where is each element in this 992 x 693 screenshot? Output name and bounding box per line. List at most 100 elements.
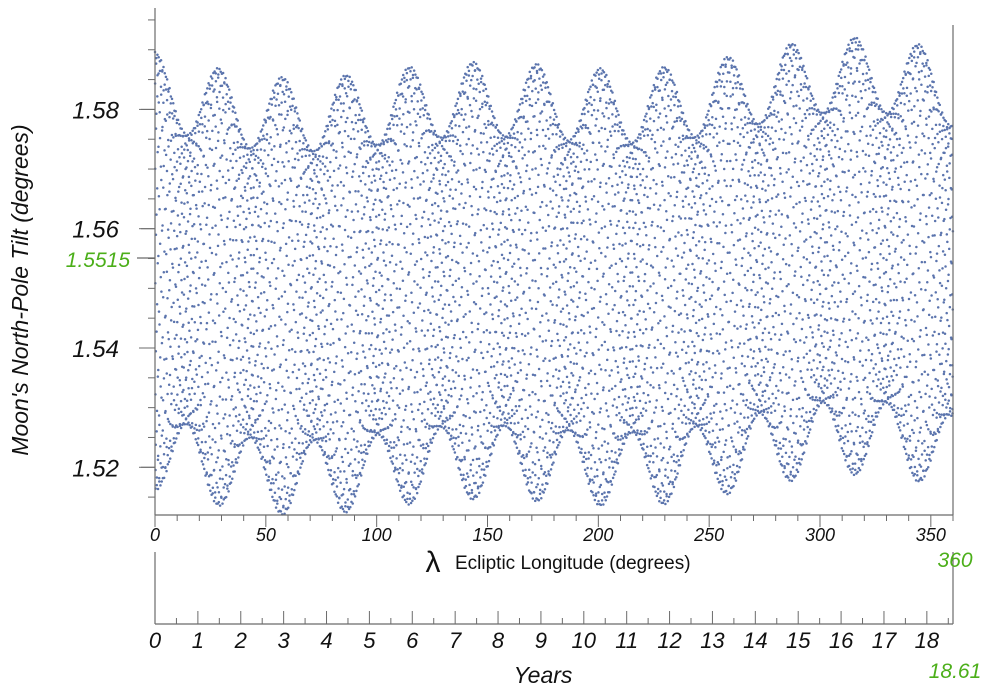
scatter-point — [615, 413, 618, 417]
scatter-point — [457, 435, 460, 439]
scatter-point — [361, 458, 364, 462]
scatter-point — [392, 440, 396, 444]
scatter-point — [421, 319, 424, 322]
scatter-point — [356, 485, 359, 488]
scatter-point — [372, 437, 375, 440]
scatter-point — [300, 155, 304, 158]
scatter-point — [267, 225, 271, 228]
scatter-point — [595, 158, 599, 162]
scatter-point — [593, 475, 596, 478]
scatter-point — [450, 258, 454, 262]
scatter-point — [497, 309, 501, 312]
scatter-point — [487, 343, 491, 346]
scatter-point — [608, 457, 611, 460]
scatter-point — [179, 426, 183, 430]
scatter-point — [515, 409, 519, 412]
scatter-point — [598, 411, 602, 414]
scatter-point — [200, 375, 204, 379]
scatter-point — [411, 243, 414, 246]
scatter-point — [198, 180, 202, 183]
scatter-point — [562, 142, 566, 146]
scatter-point — [613, 99, 617, 103]
scatter-point — [253, 386, 256, 389]
scatter-point — [283, 77, 287, 81]
scatter-point — [274, 397, 278, 401]
scatter-point — [272, 481, 275, 485]
scatter-point — [453, 241, 456, 244]
scatter-point — [431, 374, 435, 377]
scatter-point — [443, 224, 447, 228]
scatter-point — [353, 473, 357, 477]
scatter-point — [157, 195, 161, 198]
scatter-point — [204, 440, 207, 444]
scatter-point — [570, 221, 573, 224]
scatter-point — [475, 391, 478, 395]
scatter-point — [322, 378, 325, 382]
scatter-point — [569, 155, 573, 159]
scatter-point — [636, 431, 639, 435]
scatter-point — [446, 135, 450, 138]
scatter-point — [493, 429, 497, 432]
scatter-point — [638, 328, 642, 332]
scatter-point — [477, 491, 481, 495]
scatter-point — [470, 426, 474, 429]
scatter-point — [451, 414, 454, 418]
scatter-point — [407, 271, 411, 274]
scatter-point — [551, 303, 554, 307]
scatter-point — [341, 493, 345, 496]
scatter-point — [637, 415, 640, 418]
scatter-point — [496, 184, 500, 188]
scatter-point — [607, 282, 611, 286]
scatter-point — [220, 218, 223, 222]
scatter-point — [257, 448, 261, 452]
scatter-point — [326, 342, 329, 346]
scatter-point — [578, 145, 581, 148]
scatter-point — [228, 343, 232, 347]
scatter-point — [606, 82, 609, 86]
scatter-point — [677, 403, 681, 407]
scatter-point — [304, 168, 308, 171]
scatter-point — [641, 243, 645, 247]
scatter-point — [631, 157, 635, 160]
scatter-point — [298, 139, 301, 143]
scatter-point — [618, 411, 621, 415]
scatter-point — [559, 394, 562, 398]
scatter-point — [267, 142, 271, 145]
scatter-point — [235, 159, 238, 163]
scatter-point — [399, 333, 403, 336]
scatter-point — [474, 231, 477, 235]
scatter-point — [522, 290, 526, 294]
scatter-point — [655, 103, 658, 107]
scatter-point — [494, 400, 498, 403]
scatter-point — [465, 491, 469, 494]
scatter-point — [338, 130, 342, 134]
scatter-point — [326, 420, 329, 424]
scatter-point — [420, 160, 423, 164]
scatter-point — [539, 464, 543, 468]
scatter-point — [515, 446, 519, 450]
scatter-point — [266, 298, 269, 302]
scatter-point — [631, 413, 634, 417]
scatter-point — [315, 163, 319, 167]
scatter-point — [162, 270, 166, 274]
scatter-point — [622, 418, 626, 422]
scatter-point — [633, 257, 636, 260]
scatter-point — [647, 156, 651, 160]
scatter-point — [477, 372, 481, 375]
scatter-point — [199, 448, 202, 452]
scatter-point — [262, 466, 266, 469]
scatter-point — [577, 128, 580, 131]
scatter-point — [401, 462, 404, 465]
scatter-point — [663, 422, 666, 426]
scatter-point — [403, 143, 406, 146]
scatter-point — [491, 115, 495, 118]
scatter-point — [450, 119, 454, 123]
scatter-point — [255, 439, 258, 443]
scatter-point — [439, 136, 443, 139]
scatter-point — [321, 448, 324, 452]
scatter-point — [399, 453, 402, 456]
scatter-point — [177, 263, 181, 267]
scatter-point — [475, 280, 478, 283]
scatter-point — [565, 420, 569, 424]
scatter-point — [630, 385, 633, 389]
